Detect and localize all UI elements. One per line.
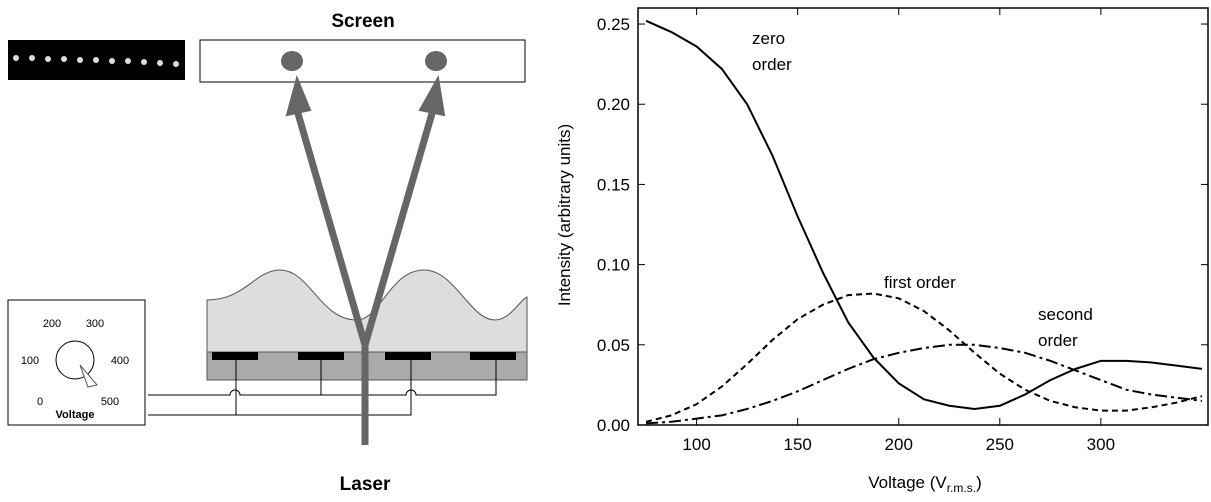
dial-labels: 0 100 200 300 400 500 Voltage (21, 318, 129, 421)
x-label-end: ) (976, 473, 982, 492)
x-tick-label: 200 (885, 435, 913, 454)
x-tick-label: 100 (682, 435, 710, 454)
diagram: Screen 0 100 200 300 400 500 Voltage Las… (7, 11, 528, 495)
annotation: order (1038, 331, 1078, 350)
spot (281, 51, 303, 71)
dial-label: 100 (21, 355, 39, 367)
annotation: first order (884, 273, 956, 292)
y-axis-label: Intensity (arbitrary units) (555, 124, 574, 306)
dial-label: 200 (43, 318, 61, 330)
x-label-main: Voltage (V (868, 473, 947, 492)
beams (285, 74, 446, 445)
annotation: zero (752, 29, 785, 48)
pointer (79, 364, 98, 388)
x-tick-label: 150 (783, 435, 811, 454)
series-line (645, 292, 1203, 423)
dial-label: 0 (37, 396, 43, 408)
screen-label: Screen (331, 11, 394, 32)
y-tick-label: 0.10 (597, 256, 630, 275)
series-line (645, 19, 1203, 410)
dial-label: 400 (111, 355, 129, 367)
wave (206, 269, 528, 353)
laser-label: Laser (340, 474, 391, 495)
x-axis-label: Voltage (Vr.m.s.) (868, 473, 981, 495)
y-tick-label: 0.05 (597, 336, 630, 355)
dial (55, 340, 95, 380)
x-tick-label: 300 (1087, 435, 1115, 454)
plot-frame (637, 7, 1209, 426)
annotation: order (752, 55, 792, 74)
screen (199, 39, 526, 83)
dial-label: 500 (101, 396, 119, 408)
y-tick-label: 0.00 (597, 416, 630, 435)
plot: 0.00 0.05 0.10 0.15 0.20 0.25 100 150 200 250 300 z… (597, 7, 1209, 454)
spot (425, 51, 447, 71)
annotation: second (1038, 305, 1093, 324)
dial-label: 300 (86, 318, 104, 330)
y-tick-label: 0.25 (597, 15, 630, 34)
y-tick-label: 0.20 (597, 95, 630, 114)
electrodes (212, 352, 516, 360)
x-tick-label: 250 (986, 435, 1014, 454)
spots (13, 55, 179, 67)
series-line (646, 343, 1203, 425)
y-tick-label: 0.15 (597, 175, 630, 194)
wires (148, 360, 497, 416)
dial-title: Voltage (56, 409, 95, 421)
x-label-sub: r.m.s. (947, 481, 976, 495)
